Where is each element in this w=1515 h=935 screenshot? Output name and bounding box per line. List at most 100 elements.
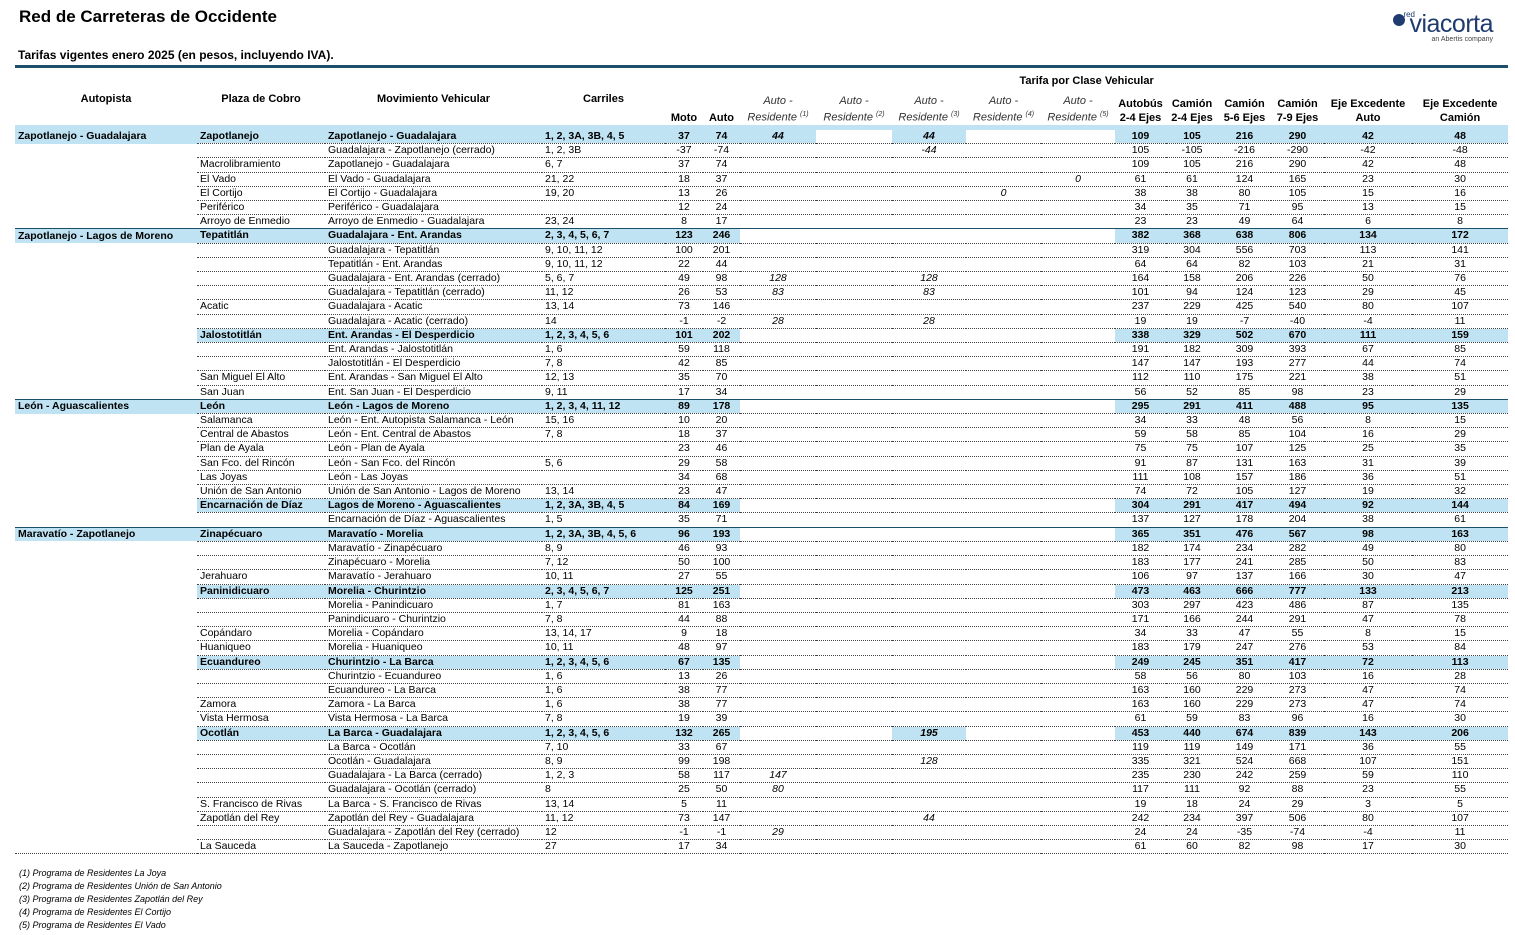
table-cell: 74 (1412, 683, 1509, 699)
table-cell: 234 (1218, 541, 1271, 557)
table-cell: 1, 2, 3B (542, 143, 665, 159)
table-cell: 47 (1218, 626, 1271, 642)
table-cell (15, 811, 197, 825)
table-cell: 83 (1218, 711, 1271, 727)
group-header: Tarifa por Clase Vehicular (1019, 74, 1154, 87)
header-text: Camión (1277, 98, 1318, 110)
table-cell: León (197, 398, 325, 415)
table-cell (966, 584, 1041, 599)
table-cell: 100 (665, 243, 703, 258)
table-cell (966, 726, 1041, 741)
table-cell: 80 (1324, 811, 1412, 826)
table-cell: 29 (1412, 385, 1509, 400)
table-cell: 35 (665, 370, 703, 386)
table-cell (966, 228, 1041, 244)
table-row: Encarnación de Díaz Lagos de Moreno - Agu… (15, 498, 1509, 514)
table-cell: 135 (1412, 398, 1509, 415)
table-cell: 488 (1271, 398, 1324, 415)
table-cell: 105 (1218, 484, 1271, 500)
header-text: Auto (1355, 112, 1381, 124)
table-cell (15, 300, 197, 314)
table-cell (15, 314, 197, 328)
table-cell (816, 285, 892, 301)
table-cell: 48 (1412, 126, 1509, 145)
table-cell (197, 782, 325, 798)
table-cell (740, 598, 816, 613)
table-row: Huaniqueo Morelia - Huaniqueo 10, 11 48 97 18… (15, 640, 1509, 656)
table-cell: 59 (1115, 427, 1166, 443)
table-cell: 175 (1218, 370, 1271, 386)
table-cell: 191 (1115, 342, 1166, 358)
table-cell (966, 839, 1041, 855)
table-cell (1041, 285, 1115, 301)
table-cell: 164 (1115, 271, 1166, 287)
table-cell: 13, 14, 17 (542, 626, 665, 642)
table-cell (740, 626, 816, 642)
table-cell (816, 498, 892, 514)
table-cell: 36 (1324, 740, 1412, 755)
table-cell (15, 612, 197, 626)
table-cell (816, 126, 892, 145)
table-row: Guadalajara - Zapotlán del Rey (cerrado)… (15, 825, 1509, 841)
table-cell (892, 484, 966, 500)
table-cell (1041, 200, 1115, 216)
table-cell (1041, 569, 1115, 585)
table-cell: 440 (1166, 726, 1218, 741)
table-cell: 124 (1218, 285, 1271, 301)
table-cell: 27 (542, 839, 665, 855)
table-cell: 290 (1271, 126, 1324, 145)
table-cell: 100 (703, 555, 740, 571)
table-cell: El Cortijo (197, 186, 325, 202)
table-cell: Guadalajara - Acatic (325, 299, 542, 315)
table-cell (1041, 470, 1115, 486)
table-cell (966, 370, 1041, 386)
table-cell (816, 413, 892, 429)
table-cell: 83 (740, 285, 816, 301)
table-cell: 61 (1115, 172, 1166, 187)
table-cell: 99 (665, 754, 703, 770)
table-cell (15, 627, 197, 641)
table-cell: Guadalajara - Ent. Arandas (cerrado) (325, 271, 542, 287)
table-cell: 64 (1166, 257, 1218, 273)
table-cell: 135 (703, 655, 740, 670)
table-cell: 87 (1166, 456, 1218, 471)
table-cell: 49 (665, 271, 703, 287)
table-cell (197, 257, 325, 273)
table-cell (740, 214, 816, 230)
header-text: Autopista (80, 93, 132, 105)
table-cell (1041, 328, 1115, 344)
table-cell: 107 (1324, 754, 1412, 770)
table-cell: 95 (1324, 398, 1412, 415)
column-header: Autobús 2-4 Ejes (1115, 89, 1166, 130)
table-cell: 202 (703, 328, 740, 344)
table-cell: 321 (1166, 754, 1218, 770)
table-cell (816, 768, 892, 784)
table-cell (966, 598, 1041, 613)
table-cell (197, 555, 325, 571)
table-row: Ecuandureo - La Barca 1, 6 38 77 163 160 229 27… (15, 683, 1509, 699)
table-cell (15, 371, 197, 385)
table-cell: 113 (1412, 655, 1509, 670)
table-cell (197, 243, 325, 258)
table-cell (740, 541, 816, 557)
table-cell: 18 (1166, 797, 1218, 812)
table-cell: 24 (703, 200, 740, 216)
table-cell (816, 342, 892, 358)
table-cell: León - Plan de Ayala (325, 441, 542, 457)
table-cell (15, 485, 197, 499)
table-cell: 61 (1166, 172, 1218, 187)
table-cell (740, 328, 816, 344)
table-row: Guadalajara - Ent. Arandas (cerrado) 5, 6… (15, 271, 1509, 287)
table-cell: 83 (892, 285, 966, 301)
table-cell (1041, 740, 1115, 755)
table-cell: 105 (1115, 143, 1166, 159)
table-row: Tepatitlán - Ent. Arandas 9, 10, 11, 12 22… (15, 257, 1509, 273)
table-cell: 34 (1115, 200, 1166, 216)
table-cell: 70 (703, 370, 740, 386)
table-cell: 245 (1166, 655, 1218, 670)
table-cell: 29 (1271, 797, 1324, 812)
table-row: Ocotlán - Guadalajara 8, 9 99 198 128 335 321 5… (15, 754, 1509, 770)
table-cell: 98 (703, 271, 740, 287)
table-cell (1041, 498, 1115, 514)
table-cell (740, 228, 816, 244)
